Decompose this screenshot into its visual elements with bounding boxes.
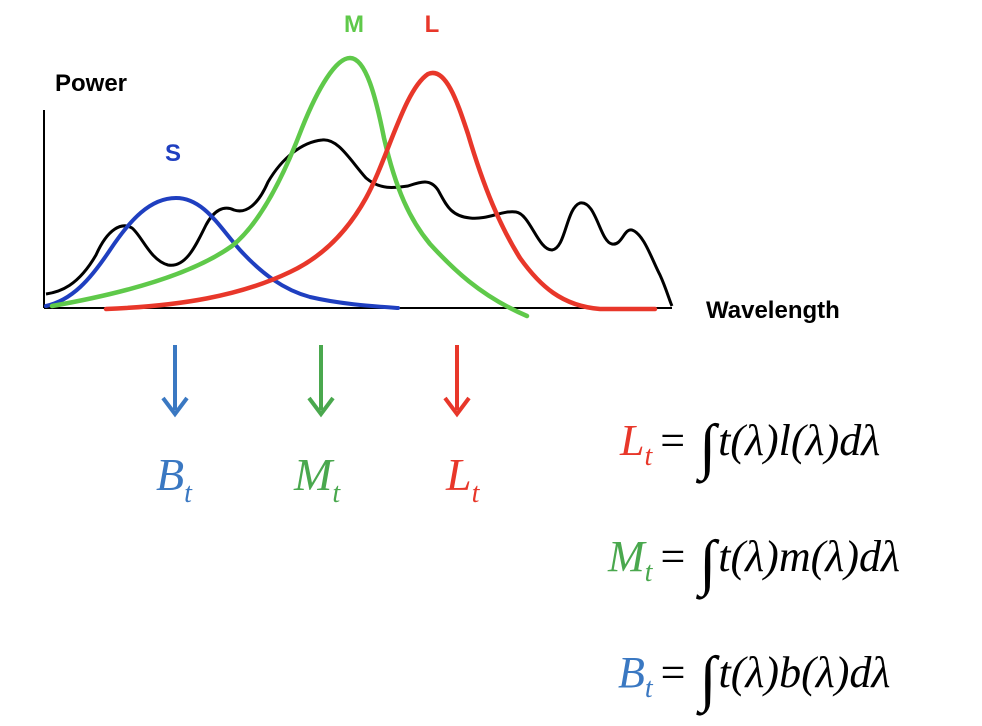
x-axis-label: Wavelength bbox=[706, 297, 840, 324]
integral-sign: ∫ bbox=[699, 645, 717, 713]
arrow-down-icon bbox=[161, 345, 189, 418]
output-l: Lt bbox=[445, 449, 481, 509]
s-cone-label: S bbox=[165, 140, 181, 167]
spectrum-curve bbox=[45, 138, 674, 307]
arrow-down-icon bbox=[443, 345, 471, 418]
equation-m-rhs: t(λ)m(λ)dλ bbox=[718, 532, 901, 581]
arrow-down-icon bbox=[307, 345, 335, 418]
l-cone-curve bbox=[103, 70, 658, 312]
s-cone-curve bbox=[44, 195, 400, 310]
l-cone-label: L bbox=[425, 11, 440, 38]
m-cone-curve bbox=[49, 55, 530, 319]
equation-l-lhs: Lt bbox=[620, 416, 653, 472]
equation-b-rhs: t(λ)b(λ)dλ bbox=[718, 648, 891, 697]
equation-l: Lt = ∫t(λ)l(λ)dλ bbox=[620, 413, 881, 481]
y-axis-label: Power bbox=[55, 70, 127, 97]
equation-l-rhs: t(λ)l(λ)dλ bbox=[718, 416, 881, 465]
m-cone-label: M bbox=[344, 11, 364, 38]
integral-sign: ∫ bbox=[699, 529, 717, 597]
equation-m: Mt = ∫t(λ)m(λ)dλ bbox=[608, 529, 901, 597]
output-m: Mt bbox=[293, 449, 341, 509]
equation-b-lhs: Bt bbox=[618, 648, 653, 704]
output-b: Bt bbox=[156, 449, 193, 509]
integral-sign: ∫ bbox=[699, 413, 717, 481]
equation-m-lhs: Mt bbox=[608, 532, 653, 588]
equation-b: Bt = ∫t(λ)b(λ)dλ bbox=[618, 645, 891, 713]
